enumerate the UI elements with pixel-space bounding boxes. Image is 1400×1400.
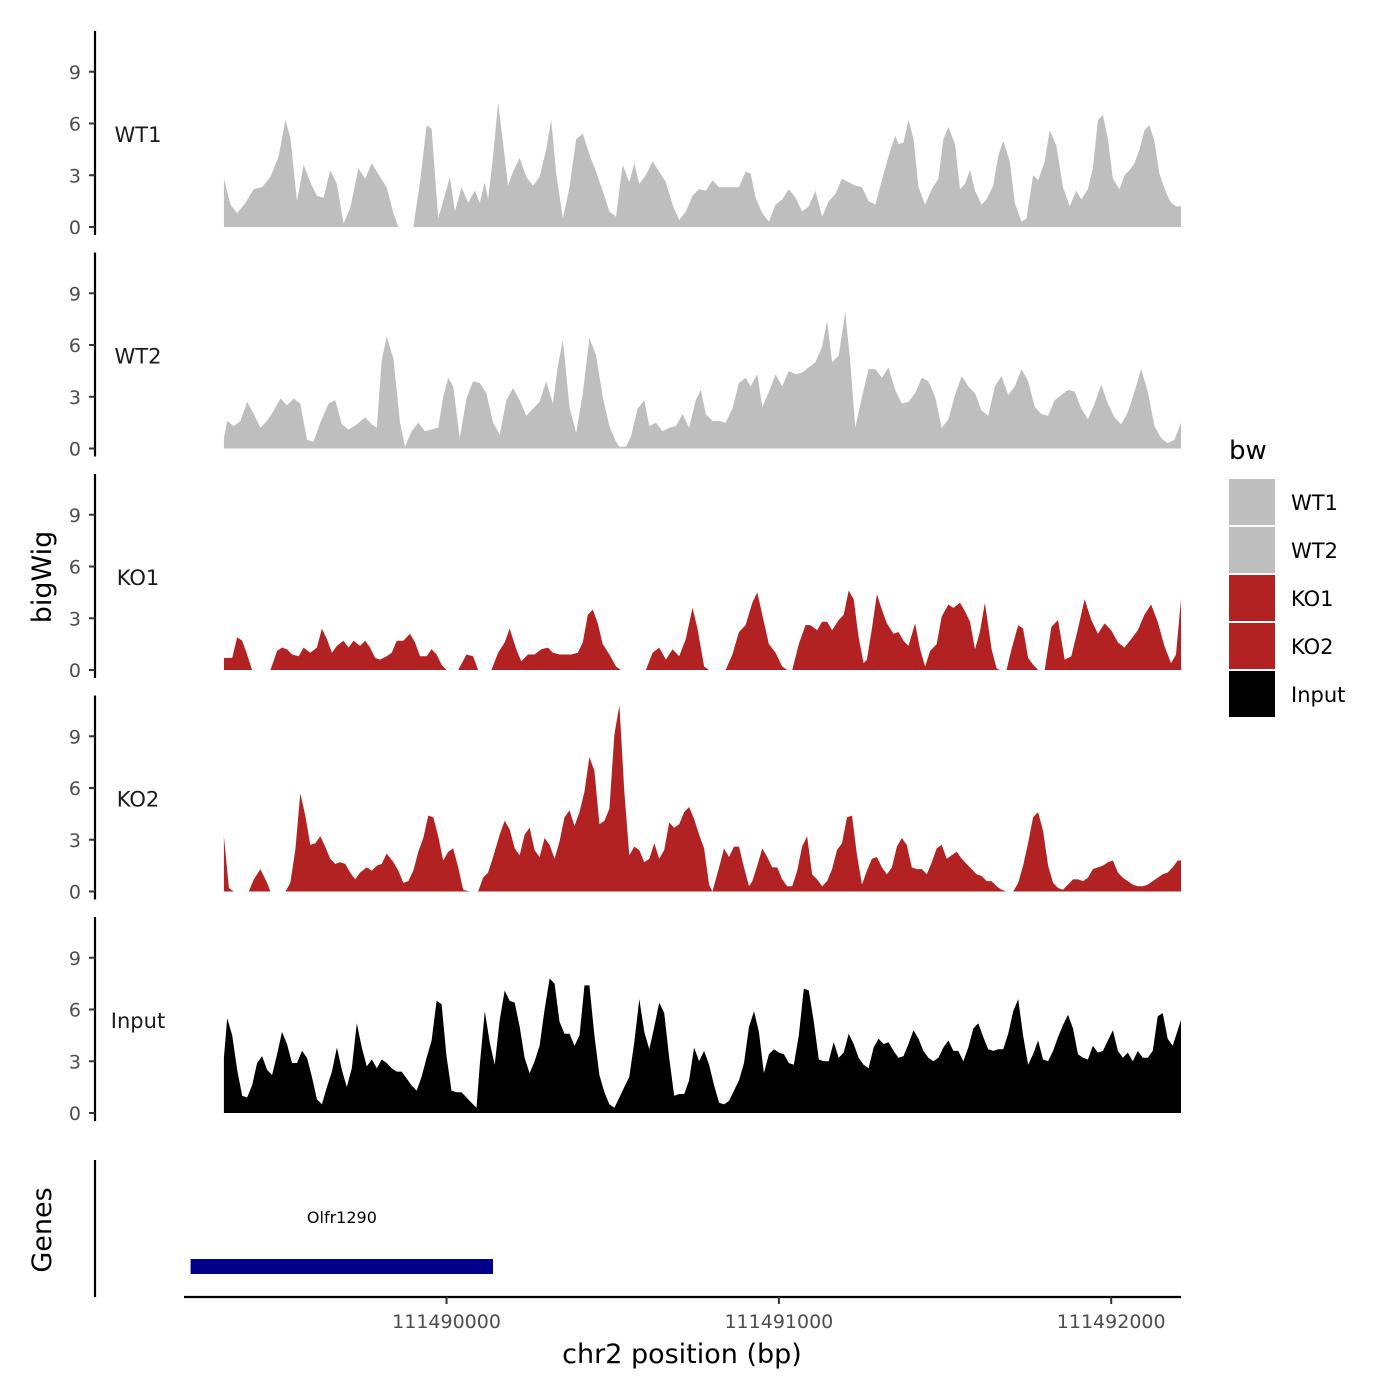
- y-tick-label-ko2-3: 3: [69, 830, 81, 852]
- genes-axis-title: Genes: [27, 1187, 58, 1272]
- y-tick-label-wt2-3: 3: [69, 387, 81, 409]
- track-label-wt2: WT2: [115, 345, 162, 369]
- y-tick-label-wt1-0: 0: [69, 217, 81, 239]
- legend-key-input: [1229, 671, 1275, 717]
- legend: bw WT1 WT2 KO1 KO2 Input: [1229, 436, 1345, 717]
- y-tick-label-ko2-6: 6: [69, 778, 81, 800]
- y-tick-label-input-9: 9: [69, 948, 81, 970]
- y-tick-label-input-3: 3: [69, 1051, 81, 1073]
- legend-title: bw: [1229, 436, 1267, 466]
- x-tick-label-111492000: 111492000: [1057, 1311, 1166, 1333]
- track-input: 0 3 6 9 Input: [69, 917, 1181, 1125]
- x-tick-label-111491000: 111491000: [724, 1311, 833, 1333]
- y-tick-label-ko1-6: 6: [69, 557, 81, 579]
- y-tick-label-wt2-0: 0: [69, 439, 81, 461]
- gene-olfr1290: [190, 1259, 493, 1274]
- y-tick-label-wt1-3: 3: [69, 165, 81, 187]
- legend-label-ko1: KO1: [1291, 587, 1334, 611]
- y-tick-label-wt2-6: 6: [69, 335, 81, 357]
- y-tick-label-ko2-9: 9: [69, 726, 81, 748]
- x-tick-label-111490000: 111490000: [392, 1311, 501, 1333]
- track-ko1: 0 3 6 9 KO1: [69, 474, 1181, 682]
- genes-panel: Olfr1290: [93, 1160, 493, 1297]
- y-tick-label-ko1-0: 0: [69, 660, 81, 682]
- x-axis-title: chr2 position (bp): [562, 1339, 802, 1370]
- y-tick-label-wt1-9: 9: [69, 62, 81, 84]
- track-wt2: 0 3 6 9 WT2: [69, 252, 1181, 461]
- y-tick-label-ko2-0: 0: [69, 882, 81, 904]
- area-ko2: [223, 705, 1181, 892]
- y-tick-label-wt1-6: 6: [69, 114, 81, 136]
- area-wt1: [223, 102, 1181, 227]
- track-wt1: 0 3 6 9 WT1: [69, 31, 1181, 239]
- area-wt2: [223, 312, 1181, 449]
- legend-key-ko2: [1229, 623, 1275, 669]
- y-tick-label-ko1-9: 9: [69, 505, 81, 527]
- y-tick-label-ko1-3: 3: [69, 608, 81, 630]
- track-label-input: Input: [111, 1009, 165, 1033]
- legend-label-ko2: KO2: [1291, 635, 1334, 659]
- track-ko2: 0 3 6 9 KO2: [69, 695, 1181, 904]
- legend-key-ko1: [1229, 575, 1275, 621]
- legend-key-wt2: [1229, 527, 1275, 573]
- area-ko1: [223, 590, 1181, 670]
- x-axis: 111490000 111491000 111492000: [184, 1295, 1181, 1333]
- legend-label-input: Input: [1291, 683, 1345, 707]
- area-input: [223, 978, 1181, 1113]
- y-tick-label-input-0: 0: [69, 1103, 81, 1125]
- y-axis-title: bigWig: [27, 531, 58, 624]
- track-panels: 0 3 6 9 WT1 0 3 6 9 WT2 0 3 6 9 KO1 0 3 6 9 KO2 0 3 6 9 Input: [69, 31, 1181, 1125]
- track-label-wt1: WT1: [115, 123, 162, 147]
- legend-label-wt1: WT1: [1291, 491, 1338, 515]
- track-label-ko1: KO1: [117, 566, 160, 590]
- track-label-ko2: KO2: [117, 788, 160, 812]
- y-tick-label-input-6: 6: [69, 1000, 81, 1022]
- gene-label-olfr1290: Olfr1290: [307, 1208, 377, 1227]
- legend-label-wt2: WT2: [1291, 539, 1338, 563]
- y-tick-label-wt2-9: 9: [69, 283, 81, 305]
- legend-key-wt1: [1229, 479, 1275, 525]
